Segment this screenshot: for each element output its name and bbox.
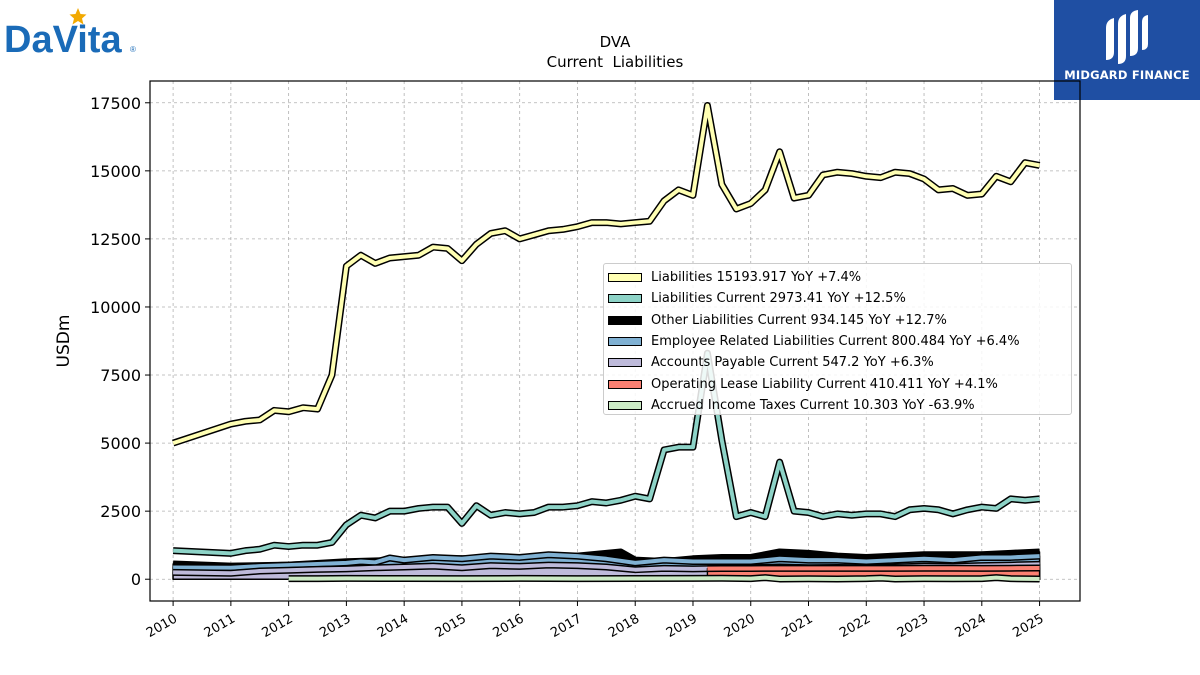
legend-label: Liabilities Current 2973.41 YoY +12.5% <box>651 291 906 307</box>
x-tick-label: 2020 <box>722 611 758 641</box>
y-tick-label: 0 <box>131 570 141 589</box>
legend-swatch <box>608 379 642 389</box>
x-tick-label: 2012 <box>259 611 295 641</box>
x-tick-label: 2018 <box>606 611 642 641</box>
legend-label: Accounts Payable Current 547.2 YoY +6.3% <box>651 355 934 371</box>
y-tick-label: 15000 <box>90 162 141 181</box>
legend-item: Liabilities 15193.917 YoY +7.4% <box>604 267 1071 288</box>
y-tick-label: 7500 <box>100 366 141 385</box>
x-tick-label: 2010 <box>144 611 180 641</box>
legend-item: Liabilities Current 2973.41 YoY +12.5% <box>604 288 1071 309</box>
legend-swatch <box>608 358 642 368</box>
legend-label: Employee Related Liabilities Current 800… <box>651 334 1020 350</box>
series-line-6 <box>288 575 1040 581</box>
brand-name: MIDGARD FINANCE <box>1064 68 1190 82</box>
x-tick-label: 2016 <box>491 611 527 641</box>
svg-text:®: ® <box>130 45 136 54</box>
legend-item: Employee Related Liabilities Current 800… <box>604 331 1071 352</box>
legend-item: Other Liabilities Current 934.145 YoY +1… <box>604 310 1071 331</box>
series-line-3 <box>173 552 1040 570</box>
y-tick-label: 10000 <box>90 298 141 317</box>
midgard-finance-logo: MIDGARD FINANCE <box>1054 0 1200 100</box>
x-tick-label: 2024 <box>953 611 989 641</box>
legend-swatch <box>608 273 642 283</box>
chart-legend: Liabilities 15193.917 YoY +7.4% Liabiliti… <box>603 263 1072 415</box>
chart-subtitle: Current Liabilities <box>547 53 684 71</box>
legend-item: Operating Lease Liability Current 410.41… <box>604 373 1071 394</box>
legend-swatch <box>608 294 642 304</box>
x-tick-label: 2019 <box>664 611 700 641</box>
legend-label: Other Liabilities Current 934.145 YoY +1… <box>651 312 947 328</box>
x-tick-label: 2025 <box>1010 611 1046 641</box>
legend-label: Liabilities 15193.917 YoY +7.4% <box>651 270 862 286</box>
x-tick-label: 2014 <box>375 611 411 641</box>
x-tick-label: 2015 <box>433 611 469 641</box>
x-tick-label: 2022 <box>837 611 873 641</box>
y-tick-label: 12500 <box>90 230 141 249</box>
x-tick-label: 2011 <box>202 611 238 641</box>
series-line-1 <box>173 351 1040 556</box>
legend-label: Operating Lease Liability Current 410.41… <box>651 376 998 392</box>
midgard-logo-mark-icon <box>1106 10 1148 64</box>
x-tick-label: 2017 <box>548 611 584 641</box>
x-tick-label: 2023 <box>895 611 931 641</box>
series-line-0 <box>172 103 1040 445</box>
y-tick-label: 2500 <box>100 502 141 521</box>
legend-item: Accounts Payable Current 547.2 YoY +6.3% <box>604 352 1071 373</box>
davita-logo: DaVita ® <box>4 8 136 56</box>
series-line-5 <box>707 566 1040 571</box>
plot-frame <box>149 80 1081 602</box>
x-tick-label: 2021 <box>779 611 815 641</box>
y-tick-label: 17500 <box>90 94 141 113</box>
legend-swatch <box>608 337 642 347</box>
legend-swatch <box>608 400 642 410</box>
svg-text:DaVita: DaVita <box>4 19 122 56</box>
legend-swatch <box>608 315 642 325</box>
series-layer <box>172 102 1041 583</box>
y-tick-label: 5000 <box>100 434 141 453</box>
y-axis-label: USDm <box>54 315 74 368</box>
legend-item: Accrued Income Taxes Current 10.303 YoY … <box>604 395 1071 416</box>
x-tick-label: 2013 <box>317 611 353 641</box>
legend-label: Accrued Income Taxes Current 10.303 YoY … <box>651 397 975 413</box>
chart-title: DVA <box>600 33 632 51</box>
